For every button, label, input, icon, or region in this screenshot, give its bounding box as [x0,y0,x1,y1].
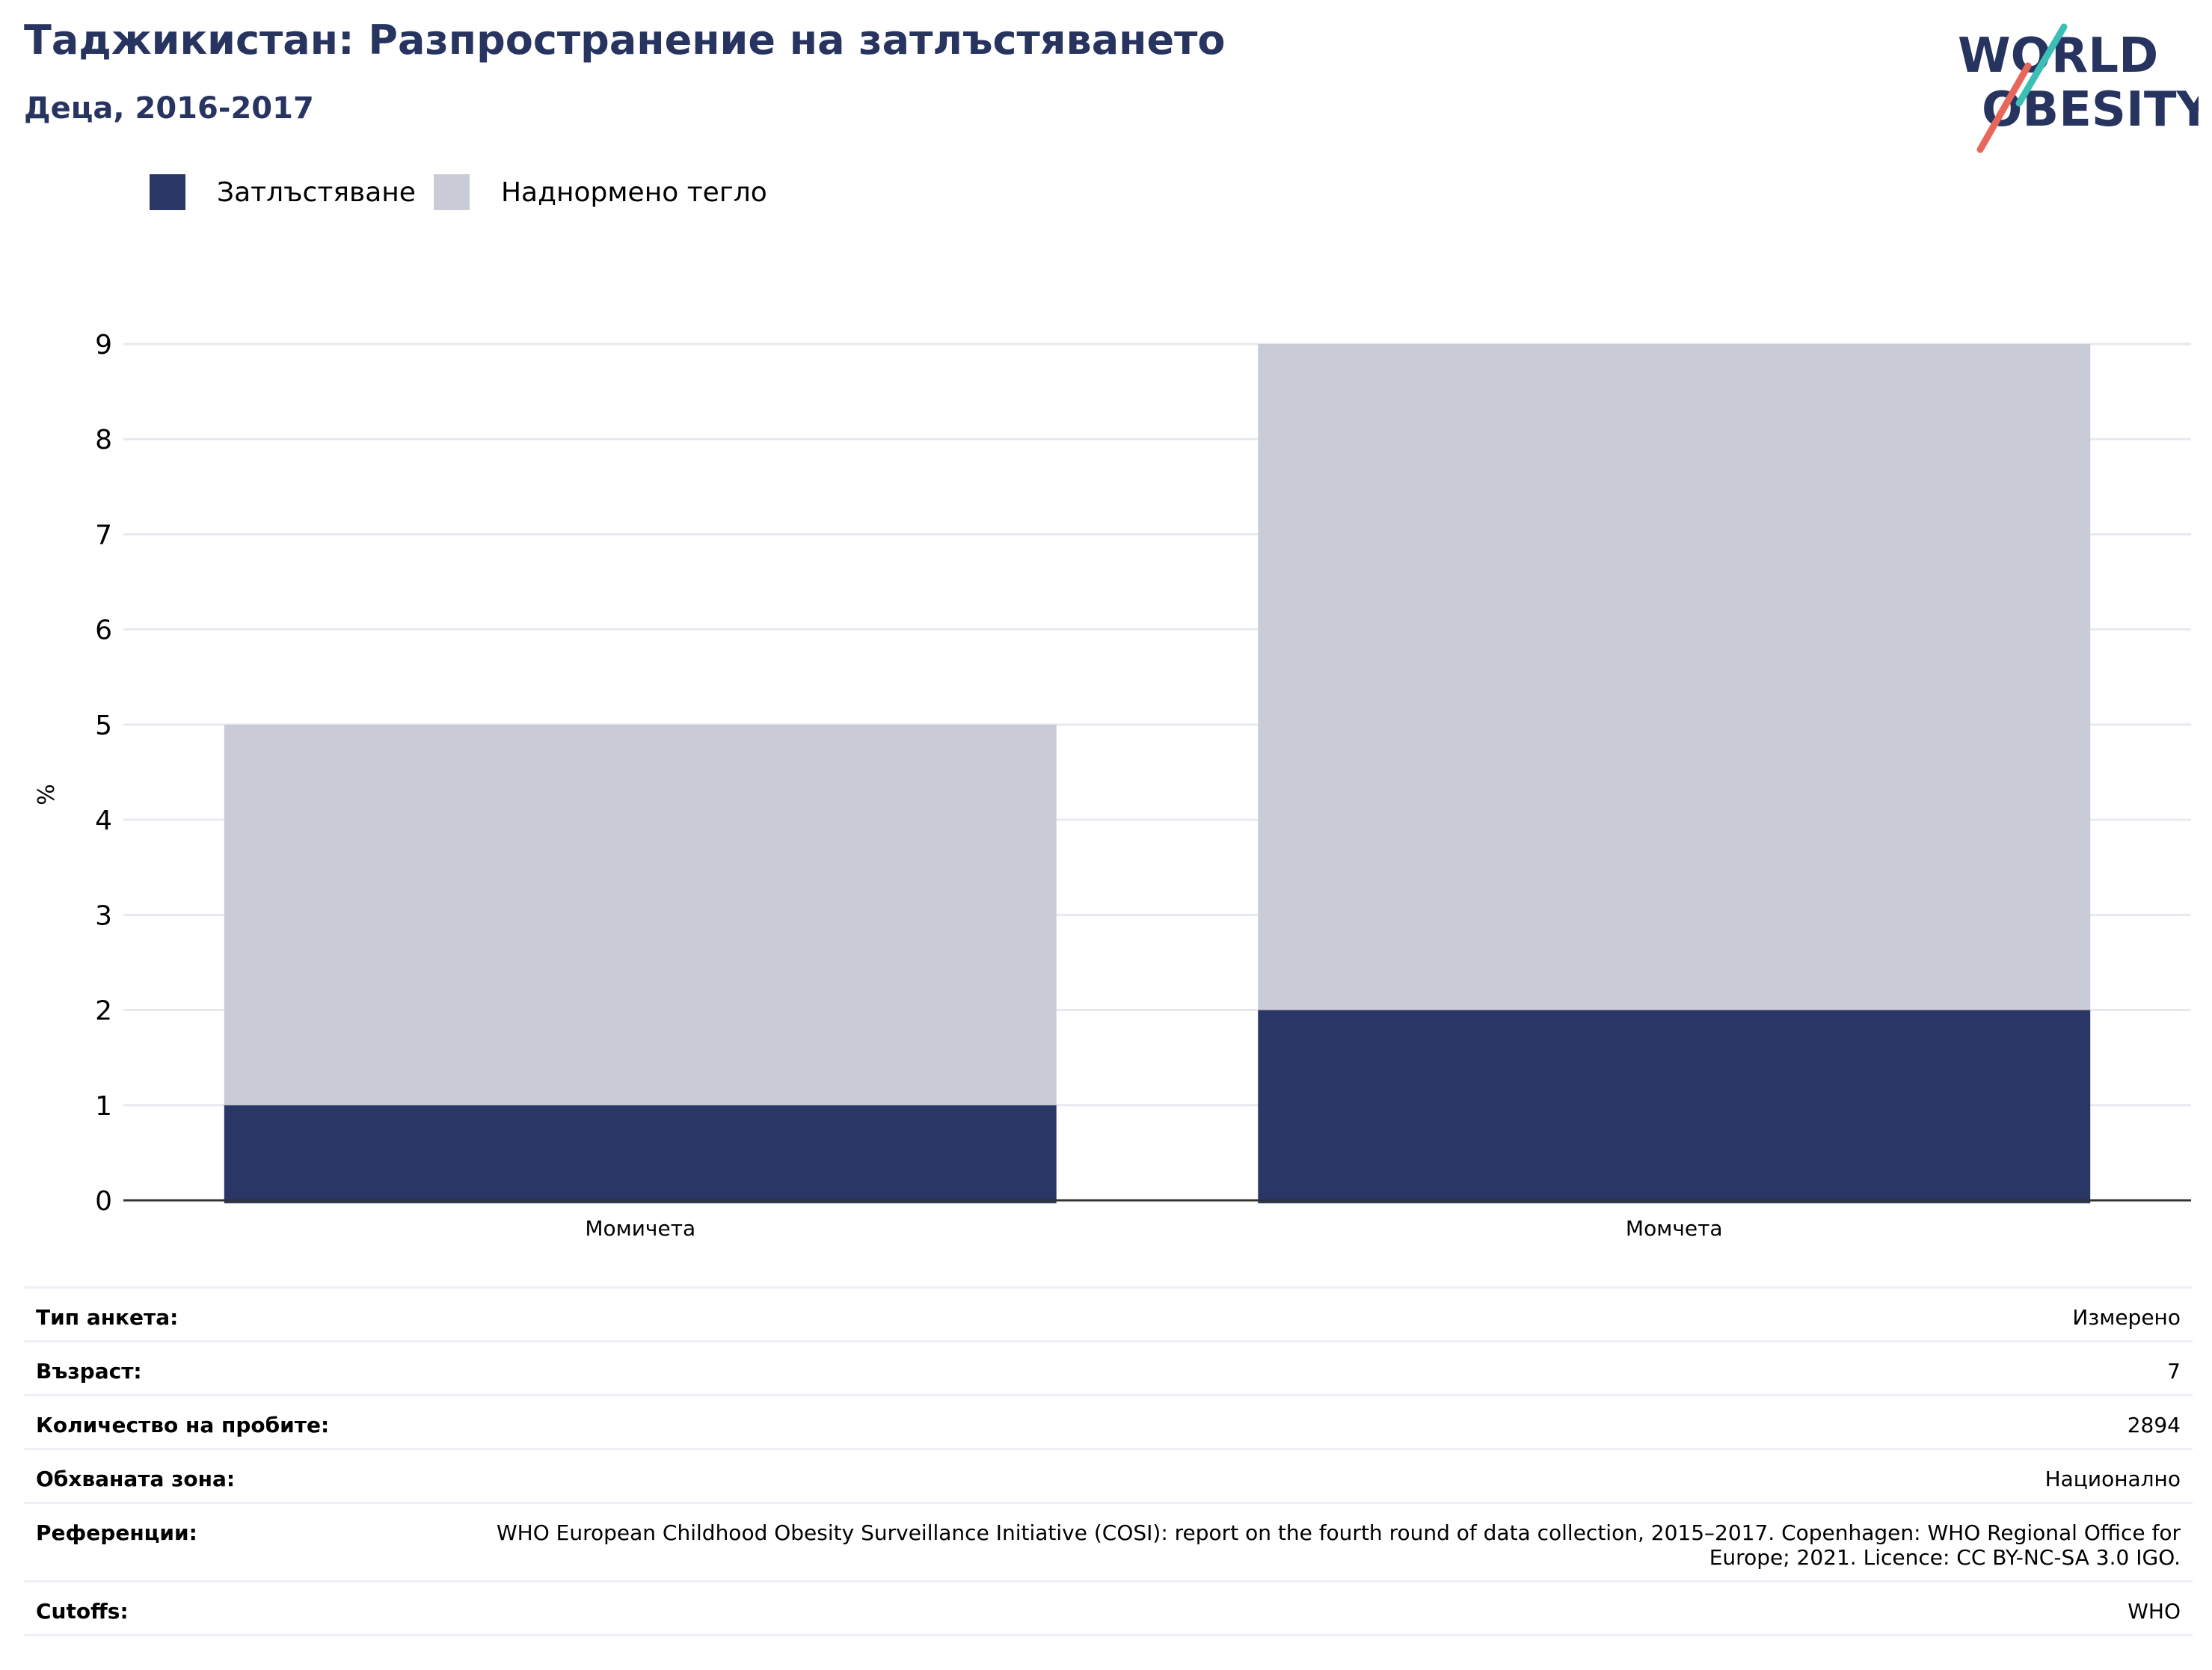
bar-segment-overweight [224,724,1057,1105]
legend-label-obesity: Затлъстяване [217,176,416,208]
legend-swatch-obesity [150,174,185,210]
world-obesity-logo: WORLD OBESITY [1958,23,2199,153]
detail-row-references: Референции: WHO European Childhood Obesi… [24,1502,2193,1580]
chart-title: Таджикистан: Разпространение на затлъстя… [24,16,1226,64]
bar-segment-obesity [224,1105,1057,1203]
detail-key: Обхваната зона: [36,1467,236,1491]
detail-key: Количество на пробите: [36,1413,330,1437]
y-axis-label: % [34,784,60,805]
detail-value: 2894 [2127,1413,2181,1437]
bar-segment-overweight [1258,344,2091,1010]
detail-value: Измерено [2072,1305,2181,1330]
detail-row-age: Възраст: 7 [24,1340,2193,1394]
detail-row-cutoffs: Cutoffs: WHO [24,1580,2193,1636]
chart-subtitle: Деца, 2016-2017 [24,91,314,126]
bar-segment-obesity [1258,1010,2091,1203]
detail-key: Референции: [36,1520,197,1545]
detail-row-sample-size: Количество на пробите: 2894 [24,1394,2193,1448]
detail-key: Cutoffs: [36,1599,129,1624]
y-tick-label: 2 [95,996,112,1027]
y-tick-label: 6 [95,615,112,646]
legend-item-obesity: Затлъстяване [150,174,416,210]
detail-key: Възраст: [36,1359,142,1384]
svg-text:OBESITY: OBESITY [1982,82,2199,138]
y-tick-label: 8 [95,425,112,455]
y-tick-label: 3 [95,900,112,931]
detail-key: Тип анкета: [36,1305,179,1330]
y-tick-label: 9 [95,330,112,360]
legend-label-overweight: Наднормено тегло [500,176,767,208]
bar-chart: 0 1 2 3 4 5 6 7 8 9% Момичета Момчета [34,330,2191,1241]
detail-value: WHO [2127,1599,2181,1624]
detail-value: Национално [2044,1467,2181,1491]
detail-row-survey-type: Тип анкета: Измерено [24,1286,2193,1340]
y-tick-label: 1 [95,1091,112,1122]
detail-value: WHO European Childhood Obesity Surveilla… [496,1520,2181,1570]
legend-item-overweight: Наднормено тегло [433,174,767,210]
legend-swatch-overweight [433,174,470,210]
y-tick-label: 5 [95,710,112,741]
y-tick-label: 4 [95,805,112,836]
y-tick-label: 0 [95,1186,112,1217]
detail-row-area: Обхваната зона: Национално [24,1448,2193,1502]
details-table: Тип анкета: Измерено Възраст: 7 Количест… [24,1286,2193,1636]
chart-legend: Затлъстяване Наднормено тегло [150,174,785,211]
x-tick-label: Момичета [585,1216,695,1241]
x-tick-label: Момчета [1626,1216,1723,1241]
detail-value: 7 [2167,1359,2181,1384]
y-tick-label: 7 [95,520,112,550]
